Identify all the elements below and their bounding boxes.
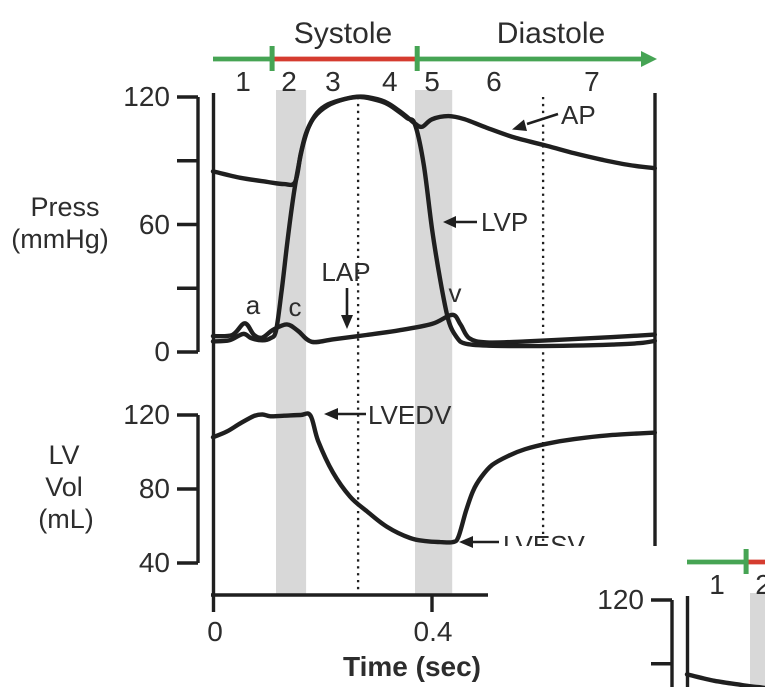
lvedv-label: LVEDV (368, 400, 452, 430)
systole-label: Systole (294, 17, 392, 50)
pressure-tick-label-0: 0 (154, 336, 170, 367)
ap-annotation: AP (512, 100, 596, 131)
pressure-tick-label-60: 60 (139, 209, 170, 240)
pressure-axis-title-line2: (mmHg) (11, 224, 108, 254)
phase-number-7: 7 (584, 66, 600, 97)
volume-axis-title-line3: (mL) (38, 504, 94, 534)
lap-annotation: LAP (321, 257, 371, 329)
phase5-shaded-band (415, 90, 453, 595)
ap-label: AP (561, 100, 596, 130)
time-axis-title: Time (sec) (343, 651, 481, 682)
left-ventricular-pressure-curve (210, 94, 657, 349)
pressure-axis-title-line1: Press (30, 192, 99, 222)
volume-axis-title-line2: Vol (45, 472, 83, 502)
pressure-axis: 120 60 0 Press (mmHg) (11, 81, 200, 367)
volume-axis: 120 80 40 LV Vol (mL) (38, 399, 200, 578)
phase-number-4: 4 (382, 66, 398, 97)
lvedv-annotation: LVEDV (324, 400, 452, 430)
systole-start-tick (269, 46, 275, 71)
lvp-label: LVP (481, 207, 528, 237)
ap-arrow-shaft (526, 112, 559, 126)
lvesv-arrow-left-icon (459, 536, 473, 548)
time-tick-label-0_4: 0.4 (414, 616, 453, 647)
systole-end-tick (414, 46, 420, 71)
volume-tick-label-40: 40 (139, 547, 170, 578)
overlay-card (488, 546, 765, 687)
volume-tick-label-120: 120 (123, 399, 170, 430)
ap-arrow-left-icon (512, 119, 527, 131)
volume-tick-label-80: 80 (139, 473, 170, 504)
phase-number-5: 5 (424, 66, 440, 97)
lvp-arrow-left-icon (443, 216, 456, 228)
diastole-arrowhead-icon (641, 51, 657, 67)
c-wave-label: c (289, 292, 302, 322)
left-atrial-pressure-curve (210, 312, 657, 345)
lap-arrow-down-icon (341, 315, 353, 329)
phase-number-3: 3 (325, 66, 341, 97)
phase-bar: Systole Diastole (213, 17, 657, 71)
phase-number-6: 6 (486, 66, 502, 97)
lap-label: LAP (321, 257, 370, 287)
time-axis: 0 0.4 Time (sec) (207, 593, 655, 682)
v-wave-label: v (449, 278, 462, 308)
diastole-label: Diastole (497, 17, 605, 50)
pressure-tick-label-120: 120 (123, 81, 170, 112)
phase-number-1: 1 (235, 66, 251, 97)
lvedv-arrow-left-icon (324, 408, 338, 420)
phase2-shaded-band (276, 90, 307, 595)
time-tick-label-0: 0 (207, 616, 223, 647)
phase-number-2: 2 (281, 66, 297, 97)
lvp-annotation: LVP (443, 207, 528, 237)
lv-volume-curve (210, 411, 657, 545)
phase-numbers: 1 2 3 4 5 6 7 (235, 66, 599, 97)
figure-root: 120 60 0 Press (mmHg) 120 80 40 LV Vol (… (11, 17, 657, 682)
volume-axis-title-line1: LV (48, 440, 79, 470)
a-wave-label: a (246, 290, 261, 320)
